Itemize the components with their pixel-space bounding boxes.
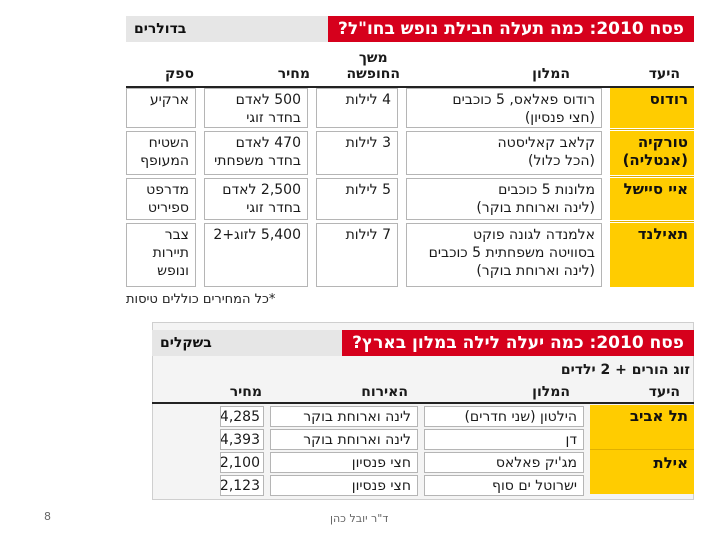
table2-banner: בשקלים פסח 2010: כמה יעלה לילה במלון באר… bbox=[152, 330, 694, 356]
table1-dest-3: איי סיישל bbox=[610, 178, 694, 220]
table1-price-2: 470 לאדם בחדר משפחתי bbox=[204, 131, 308, 175]
table1-footnote: *כל המחירים כוללים טיסות bbox=[126, 292, 276, 307]
table1-dest-divider bbox=[610, 176, 694, 177]
table2-price-2: 4,393 bbox=[220, 429, 264, 450]
table1-duration-4: 7 לילות bbox=[316, 223, 398, 287]
table2-header-price: מחיר bbox=[229, 384, 262, 400]
table2-hotel-2: דן bbox=[424, 429, 584, 450]
table1-supplier-1: ארקיע bbox=[126, 88, 196, 128]
table1-header-price: מחיר bbox=[277, 66, 310, 82]
table2-price-1: 4,285 bbox=[220, 406, 264, 427]
author-credit: ד"ר יובל כהן bbox=[330, 512, 389, 525]
table2-header-rule bbox=[152, 402, 694, 404]
table2-dest-divider bbox=[590, 449, 694, 450]
table2-header-board: האירוח bbox=[361, 384, 408, 400]
table2-title: פסח 2010: כמה יעלה לילה במלון בארץ? bbox=[342, 330, 694, 356]
table2-dest-eilat: אילת bbox=[590, 450, 694, 494]
table2-dest-tel-aviv-cont bbox=[590, 429, 694, 449]
table2-board-2: לינה וארוחת בוקר bbox=[270, 429, 418, 450]
table1-supplier-4: צבר תיירות ונופש bbox=[126, 223, 196, 287]
table1-hotel-3: מלונות 5 כוכבים (לינה וארוחת בוקר) bbox=[406, 178, 602, 220]
table2-board-4: חצי פנסיון bbox=[270, 475, 418, 496]
table1-title: פסח 2010: כמה תעלה חבילת נופש בחו"ל? bbox=[327, 16, 694, 42]
table1-header-dest: היעד bbox=[648, 66, 680, 82]
table1-dest-2: טורקיה (אנטליה) bbox=[610, 131, 694, 175]
table1-currency-tag: בדולרים bbox=[134, 21, 187, 37]
table1-supplier-3: מדרפט ספיריט bbox=[126, 178, 196, 220]
page-number: 8 bbox=[44, 510, 51, 523]
table2-price-3: 2,100 bbox=[220, 452, 264, 473]
table2-board-3: חצי פנסיון bbox=[270, 452, 418, 473]
table1-header-rule bbox=[126, 86, 694, 88]
table1-supplier-2: השטיח המעופף bbox=[126, 131, 196, 175]
table1-hotel-4: אלמנדה לגונה פוקט בסוויטה משפחתית 5 כוכב… bbox=[406, 223, 602, 287]
table1-duration-2: 3 לילות bbox=[316, 131, 398, 175]
table1-price-3: 2,500 לאדם בחדר זוגי bbox=[204, 178, 308, 220]
table1-dest-1: רודוס bbox=[610, 88, 694, 128]
table1-hotel-2: קלאב קאליסטה (הכל כלול) bbox=[406, 131, 602, 175]
table2-board-1: לינה וארוחת בוקר bbox=[270, 406, 418, 427]
table2-price-4: 2,123 bbox=[220, 475, 264, 496]
table2-currency-tag: בשקלים bbox=[160, 335, 212, 351]
table2-header-dest: היעד bbox=[648, 384, 680, 400]
table1-banner: בדולרים פסח 2010: כמה תעלה חבילת נופש בח… bbox=[126, 16, 694, 42]
table1-dest-divider bbox=[610, 129, 694, 130]
table1-header-hotel: המלון bbox=[532, 66, 570, 82]
table1-header-duration: משך החופשה bbox=[346, 50, 400, 82]
table2-dest-tel-aviv: תל אביב bbox=[590, 405, 694, 429]
table1-hotel-1: רודוס פאלאס, 5 כוכבים (חצי פנסיון) bbox=[406, 88, 602, 128]
table1-dest-4: תאילנד bbox=[610, 223, 694, 287]
table1-header-supplier: ספק bbox=[164, 66, 194, 82]
table1-duration-3: 5 לילות bbox=[316, 178, 398, 220]
table1-price-4: 5,400 לזוג+2 bbox=[204, 223, 308, 287]
table1-duration-1: 4 לילות bbox=[316, 88, 398, 128]
table1-price-1: 500 לאדם בחדר זוגי bbox=[204, 88, 308, 128]
table2-subtitle: זוג הורים + 2 ילדים bbox=[560, 362, 690, 378]
table2-hotel-4: ישרוטל ים סוף bbox=[424, 475, 584, 496]
table2-hotel-3: מג'יק פאלאס bbox=[424, 452, 584, 473]
table2-hotel-1: הילטון (שני חדרים) bbox=[424, 406, 584, 427]
table1-dest-divider bbox=[610, 221, 694, 222]
table2-header-hotel: המלון bbox=[532, 384, 570, 400]
